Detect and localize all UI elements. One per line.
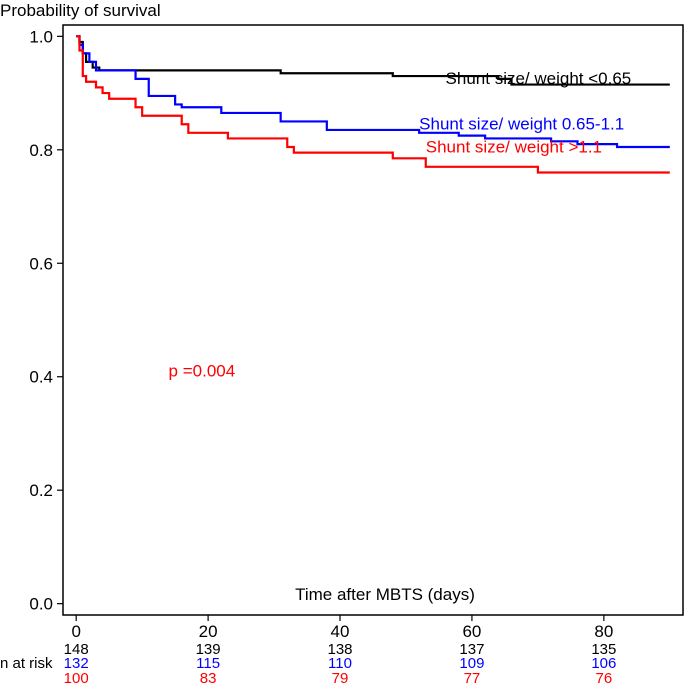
y-axis-ticks: 0.0 0.2 0.4 0.6 0.8 1.0 bbox=[29, 27, 63, 614]
risk-count: 132 bbox=[64, 655, 89, 672]
risk-table-label: n at risk bbox=[0, 655, 53, 672]
series-label-0: Shunt size/ weight <0.65 bbox=[446, 69, 632, 88]
series-label-2: Shunt size/ weight >1.1 bbox=[426, 138, 602, 157]
risk-count: 109 bbox=[459, 655, 484, 672]
risk-count: 139 bbox=[196, 641, 221, 658]
y-tick-label: 0.8 bbox=[29, 141, 53, 160]
y-axis-label: Probability of survival bbox=[0, 1, 161, 20]
p-value-annotation: p =0.004 bbox=[169, 362, 236, 381]
risk-count: 138 bbox=[328, 641, 353, 658]
survival-curves bbox=[76, 35, 670, 174]
x-axis-ticks: 0 20 40 60 80 bbox=[71, 615, 613, 641]
x-tick-label: 80 bbox=[594, 622, 613, 641]
survival-curve-1 bbox=[76, 35, 670, 149]
y-tick-label: 0.4 bbox=[29, 368, 53, 387]
risk-count: 115 bbox=[196, 655, 220, 672]
risk-count: 135 bbox=[591, 641, 616, 658]
series-label-1: Shunt size/ weight 0.65-1.1 bbox=[419, 114, 624, 133]
risk-count: 76 bbox=[596, 670, 613, 687]
x-tick-label: 40 bbox=[331, 622, 350, 641]
x-tick-label: 0 bbox=[71, 622, 80, 641]
risk-count: 83 bbox=[200, 670, 217, 687]
risk-count: 100 bbox=[64, 670, 89, 687]
risk-count: 137 bbox=[459, 641, 484, 658]
series-labels: Shunt size/ weight <0.65 Shunt size/ weig… bbox=[419, 69, 631, 157]
risk-table: 148 139 138 137 135 132 115 110 109 106 100 83 79 77 7… bbox=[64, 641, 617, 687]
x-tick-label: 60 bbox=[462, 622, 481, 641]
risk-count: 79 bbox=[332, 670, 349, 687]
y-tick-label: 0.6 bbox=[29, 254, 53, 273]
y-tick-label: 0.2 bbox=[29, 481, 53, 500]
risk-count: 148 bbox=[64, 641, 89, 658]
x-tick-label: 20 bbox=[199, 622, 218, 641]
risk-count: 77 bbox=[464, 670, 481, 687]
y-tick-label: 0.0 bbox=[29, 595, 53, 614]
survival-curve-2 bbox=[76, 35, 670, 174]
plot-frame bbox=[62, 24, 684, 616]
x-axis-label: Time after MBTS (days) bbox=[295, 585, 475, 604]
risk-count: 110 bbox=[328, 655, 352, 672]
risk-count: 106 bbox=[591, 655, 616, 672]
y-tick-label: 1.0 bbox=[29, 27, 53, 46]
